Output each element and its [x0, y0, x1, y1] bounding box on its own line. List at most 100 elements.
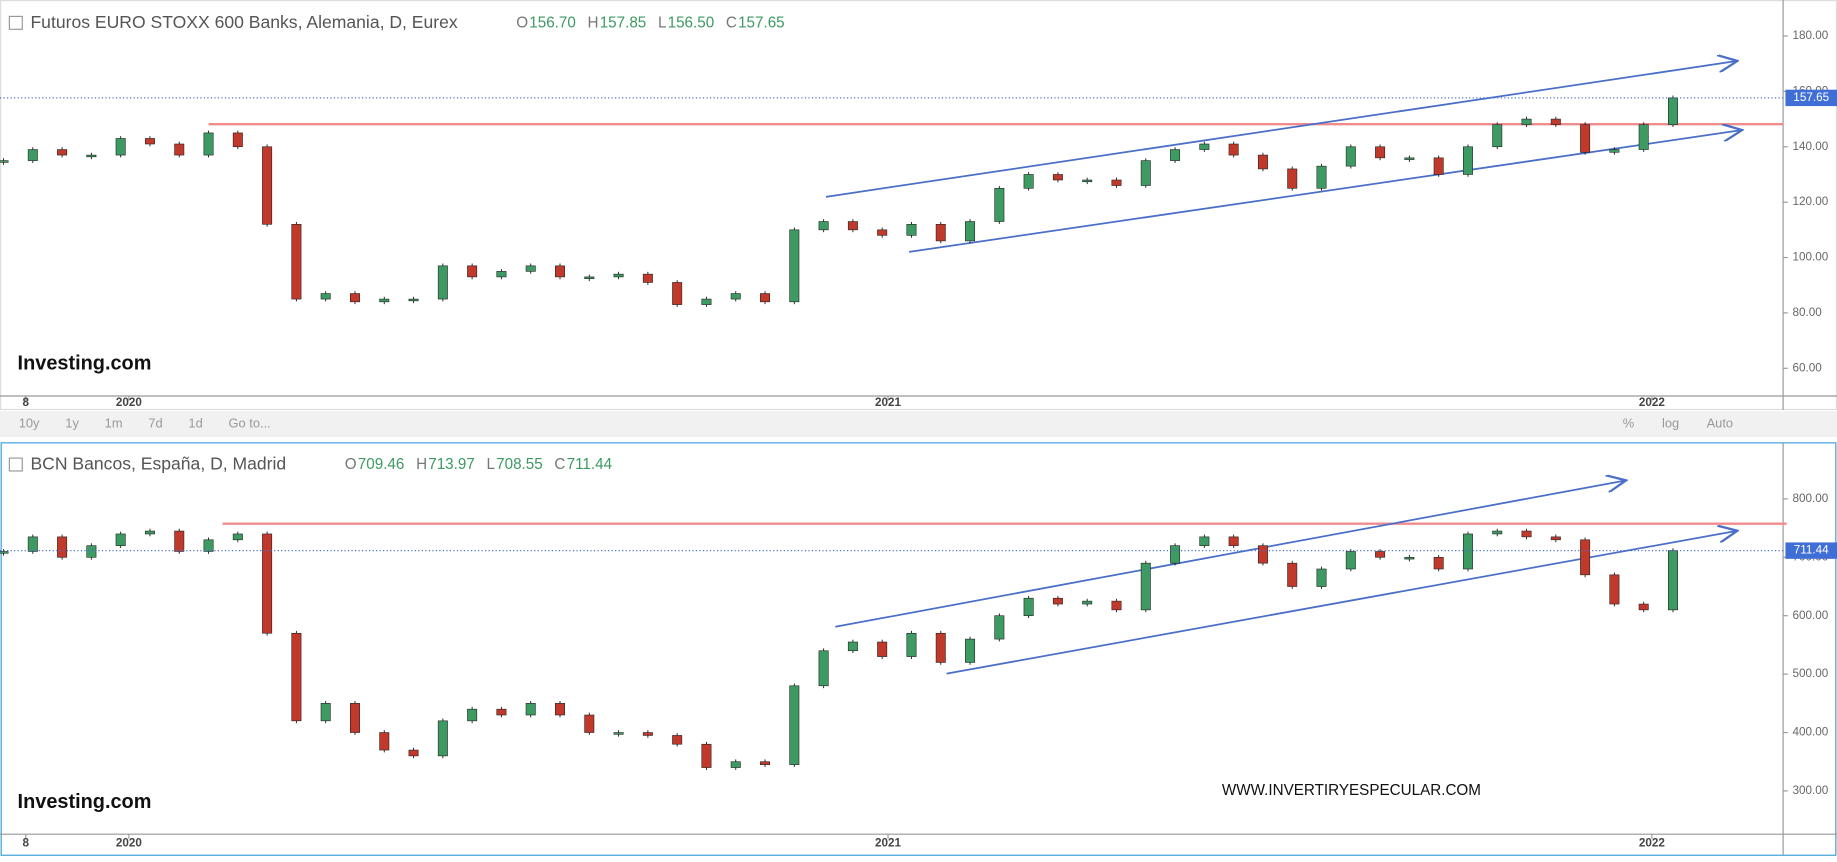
toolbar-button[interactable]: Go to...	[229, 416, 271, 431]
candle	[232, 533, 243, 541]
candle	[1140, 160, 1151, 186]
candle	[965, 221, 976, 242]
candle	[1170, 149, 1181, 161]
candle	[115, 138, 126, 156]
candle	[437, 265, 448, 300]
candle	[1199, 536, 1210, 546]
candle	[1521, 530, 1532, 538]
ohlc-value: 156.70	[529, 14, 576, 31]
y-tick-label: 120.00	[1792, 195, 1828, 208]
ohlc-value: 711.44	[567, 456, 613, 473]
last-price-label: 157.65	[1793, 91, 1829, 104]
candle	[350, 293, 360, 303]
y-tick-label: 180.00	[1792, 29, 1828, 42]
toolbar-button[interactable]: log	[1662, 416, 1679, 431]
candle	[174, 143, 185, 156]
trend-line	[825, 61, 1737, 198]
toolbar-button[interactable]: %	[1623, 416, 1634, 431]
candle	[525, 265, 536, 272]
candle	[27, 149, 38, 161]
x-tick-label: 8	[23, 837, 30, 850]
candle	[1199, 143, 1210, 150]
candle	[1404, 557, 1415, 560]
toolbar	[0, 411, 1837, 437]
candle	[262, 533, 273, 634]
toolbar-button[interactable]: 1y	[65, 416, 79, 431]
y-tick-label: 140.00	[1792, 140, 1828, 153]
toolbar-button[interactable]: 7d	[148, 416, 162, 431]
candle	[467, 708, 478, 722]
candle	[584, 276, 595, 279]
candle	[496, 271, 507, 278]
watermark: Investing.com	[18, 791, 152, 813]
candle	[1580, 124, 1591, 153]
ohlc-label: O	[516, 14, 528, 31]
x-tick-label: 2020	[116, 837, 143, 850]
candle	[57, 149, 68, 156]
candle	[760, 761, 771, 765]
toolbar-button[interactable]: 1d	[188, 416, 202, 431]
trend-line	[835, 480, 1626, 628]
x-tick-label: 2020	[116, 396, 143, 409]
ohlc-label: O	[345, 456, 357, 473]
ohlc-label: L	[487, 456, 495, 473]
candle	[115, 533, 126, 546]
candle	[1228, 536, 1239, 546]
candle	[642, 732, 653, 736]
candle	[379, 732, 390, 751]
candle	[1287, 168, 1298, 189]
candle	[379, 298, 390, 303]
toolbar-button[interactable]: 1m	[105, 416, 123, 431]
candle	[584, 714, 595, 733]
candle	[1052, 174, 1063, 181]
y-tick-label: 400.00	[1792, 726, 1828, 739]
candle	[1609, 149, 1620, 153]
candle	[906, 224, 917, 236]
candle	[1550, 536, 1561, 541]
candle	[496, 708, 507, 716]
candle	[789, 229, 800, 303]
candle	[1521, 118, 1532, 125]
candle	[203, 539, 214, 552]
y-tick-label: 100.00	[1792, 251, 1828, 264]
candle	[86, 154, 97, 158]
candle	[877, 641, 888, 657]
toolbar-button[interactable]: 10y	[19, 416, 40, 431]
candle	[1316, 568, 1327, 587]
candle	[262, 146, 273, 225]
collapse-icon[interactable]	[8, 15, 23, 30]
y-tick-label: 300.00	[1792, 784, 1828, 797]
candle	[320, 703, 331, 722]
candle	[701, 743, 712, 768]
candle	[1257, 154, 1268, 170]
x-tick-label: 2022	[1639, 837, 1666, 850]
candle	[1638, 603, 1649, 611]
candle	[1345, 551, 1356, 570]
ohlc-value: 708.55	[496, 456, 543, 473]
candle	[1375, 551, 1386, 558]
candle	[1082, 600, 1093, 605]
candle	[291, 224, 302, 300]
candle	[1462, 146, 1473, 175]
candle	[818, 221, 829, 231]
candle	[1609, 574, 1620, 605]
candle	[965, 638, 976, 663]
last-price-box	[1785, 89, 1837, 107]
y-tick-label: 80.00	[1792, 306, 1822, 319]
last-price-box	[1785, 542, 1837, 559]
y-tick-label: 60.00	[1792, 361, 1822, 374]
candle	[1316, 165, 1327, 189]
watermark: Investing.com	[18, 353, 152, 375]
candle	[672, 282, 683, 305]
candle	[437, 720, 448, 757]
candle	[144, 138, 155, 145]
candle	[350, 703, 360, 733]
ohlc-value: 709.46	[358, 456, 405, 473]
ohlc-label: C	[554, 456, 565, 473]
collapse-icon[interactable]	[8, 457, 23, 472]
candle	[1345, 146, 1356, 167]
toolbar-button[interactable]: Auto	[1707, 416, 1734, 431]
candle	[555, 703, 565, 716]
candle	[232, 132, 243, 148]
ohlc-label: C	[726, 14, 737, 31]
